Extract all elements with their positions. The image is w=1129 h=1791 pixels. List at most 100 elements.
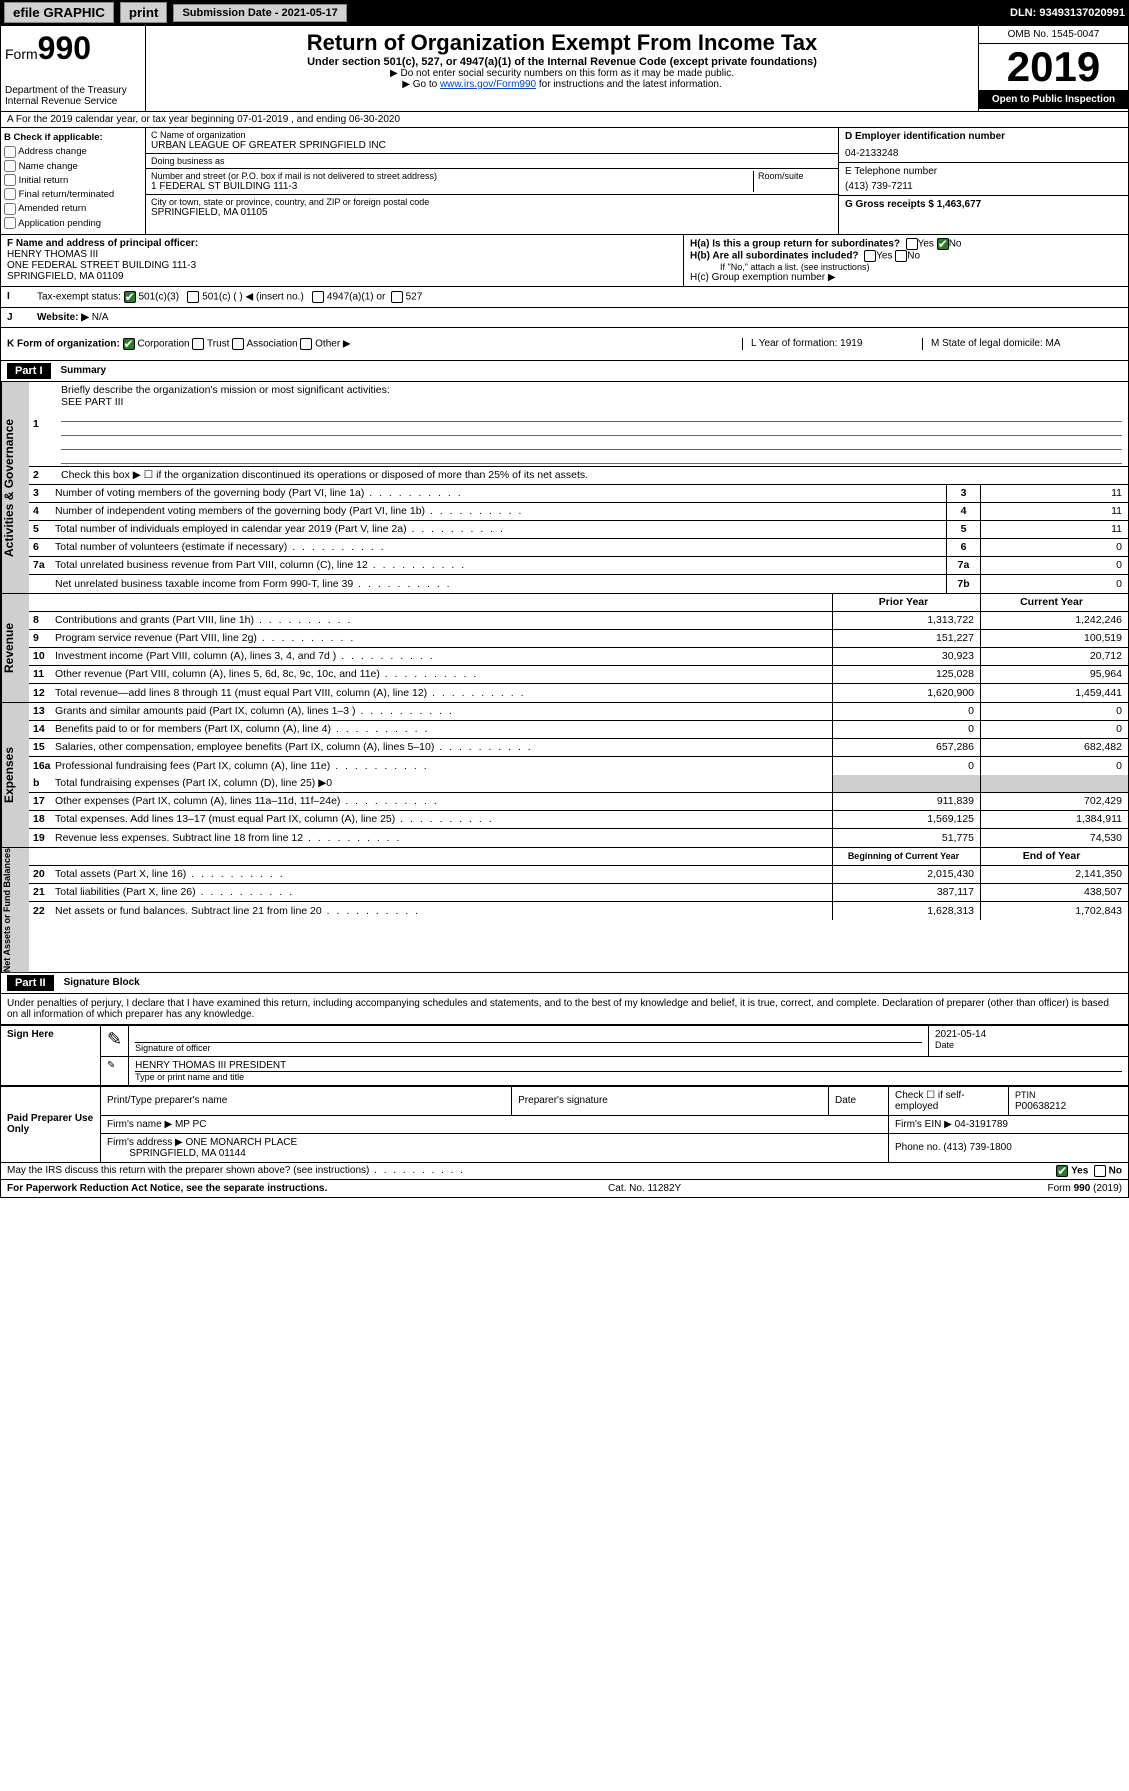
sidebar-ag: Activities & Governance	[1, 382, 29, 593]
l5: Total number of individuals employed in …	[55, 523, 946, 535]
expenses-section: Expenses 13Grants and similar amounts pa…	[0, 703, 1129, 848]
l3-val: 11	[980, 485, 1128, 502]
discuss-text: May the IRS discuss this return with the…	[7, 1165, 465, 1176]
row-j: J Website: ▶ N/A	[0, 308, 1129, 328]
i-501c[interactable]	[187, 291, 199, 303]
l1-desc: Briefly describe the organization's miss…	[61, 384, 390, 396]
pen-icon: ✎	[101, 1025, 129, 1056]
firm-name: MP PC	[175, 1119, 207, 1130]
part2-label: Part II	[7, 975, 54, 991]
table-row: 16aProfessional fundraising fees (Part I…	[29, 757, 1128, 775]
form-subtitle: Under section 501(c), 527, or 4947(a)(1)…	[150, 56, 974, 68]
table-row: 13Grants and similar amounts paid (Part …	[29, 703, 1128, 721]
sidebar-rev: Revenue	[1, 594, 29, 702]
check-initial-return[interactable]: Initial return	[4, 174, 142, 188]
row-k: K Form of organization: Corporation Trus…	[0, 328, 1129, 361]
paid-title: Paid Preparer Use Only	[1, 1086, 101, 1162]
row-a-tax-year: A For the 2019 calendar year, or tax yea…	[0, 112, 1129, 128]
check-application-pending[interactable]: Application pending	[4, 217, 142, 231]
sig-date: 2021-05-14	[935, 1029, 1122, 1040]
officer-addr2: SPRINGFIELD, MA 01109	[7, 271, 124, 282]
section-bcd: B Check if applicable: Address change Na…	[0, 128, 1129, 235]
k-corp[interactable]	[123, 338, 135, 350]
l7a-val: 0	[980, 557, 1128, 574]
perjury-text: Under penalties of perjury, I declare th…	[0, 994, 1129, 1025]
phone: (413) 739-7211	[845, 181, 1122, 192]
efile-graphic-button[interactable]: efile GRAPHIC	[4, 2, 114, 23]
i-527[interactable]	[391, 291, 403, 303]
h-c: H(c) Group exemption number ▶	[690, 272, 1122, 283]
firm-label: Firm's name ▶	[107, 1119, 172, 1130]
k-other[interactable]	[300, 338, 312, 350]
check-final-return[interactable]: Final return/terminated	[4, 188, 142, 202]
gross-receipts: G Gross receipts $ 1,463,677	[845, 199, 981, 210]
submission-date: Submission Date - 2021-05-17	[173, 4, 346, 22]
k-trust[interactable]	[192, 338, 204, 350]
l7a: Total unrelated business revenue from Pa…	[55, 559, 946, 571]
prep-sig-h: Preparer's signature	[512, 1086, 829, 1115]
check-address-change[interactable]: Address change	[4, 145, 142, 159]
table-row: 12Total revenue—add lines 8 through 11 (…	[29, 684, 1128, 702]
form-990-label: 990	[38, 30, 91, 66]
hdr-eoy: End of Year	[980, 848, 1128, 865]
firm-ein-label: Firm's EIN ▶	[895, 1119, 952, 1130]
discuss-row: May the IRS discuss this return with the…	[0, 1163, 1129, 1180]
footer-cat: Cat. No. 11282Y	[327, 1183, 962, 1194]
revenue-section: Revenue Prior YearCurrent Year 8Contribu…	[0, 594, 1129, 703]
discuss-no[interactable]	[1094, 1165, 1106, 1177]
firm-addr: ONE MONARCH PLACE	[186, 1137, 298, 1148]
i-501c3[interactable]	[124, 291, 136, 303]
table-row: 20Total assets (Part X, line 16)2,015,43…	[29, 866, 1128, 884]
table-row: 10Investment income (Part VIII, column (…	[29, 648, 1128, 666]
table-row: 9Program service revenue (Part VIII, lin…	[29, 630, 1128, 648]
k-assoc[interactable]	[232, 338, 244, 350]
i-4947[interactable]	[312, 291, 324, 303]
l2: Check this box ▶ ☐ if the organization d…	[55, 467, 1128, 483]
col-c-name: C Name of organization URBAN LEAGUE OF G…	[146, 128, 838, 234]
table-row: 14Benefits paid to or for members (Part …	[29, 721, 1128, 739]
hdr-boy: Beginning of Current Year	[832, 848, 980, 865]
firm-phone-label: Phone no.	[895, 1142, 941, 1153]
org-city: SPRINGFIELD, MA 01105	[151, 207, 833, 218]
hdr-current: Current Year	[980, 594, 1128, 611]
part1-header: Part I Summary	[0, 361, 1129, 382]
hb-yes[interactable]	[864, 250, 876, 262]
prep-name-h: Print/Type preparer's name	[101, 1086, 512, 1115]
form-prefix: Form	[5, 46, 38, 62]
omb-number: OMB No. 1545-0047	[979, 26, 1128, 44]
sig-label: Signature of officer	[135, 1043, 922, 1053]
l6-val: 0	[980, 539, 1128, 556]
check-amended[interactable]: Amended return	[4, 202, 142, 216]
l3: Number of voting members of the governin…	[55, 487, 946, 499]
discuss-yes[interactable]	[1056, 1165, 1068, 1177]
col-d-ein: D Employer identification number 04-2133…	[838, 128, 1128, 234]
l4-val: 11	[980, 503, 1128, 520]
website-label: Website: ▶	[37, 312, 89, 323]
check-name-change[interactable]: Name change	[4, 160, 142, 174]
part1-title: Summary	[51, 365, 107, 376]
h-a: H(a) Is this a group return for subordin…	[690, 238, 1122, 250]
irs-link[interactable]: www.irs.gov/Form990	[440, 79, 536, 90]
sign-here-table: Sign Here ✎ Signature of officer 2021-05…	[0, 1025, 1129, 1086]
pen-icon-2: ✎	[101, 1056, 129, 1085]
officer-label: F Name and address of principal officer:	[7, 238, 198, 249]
l16b: Total fundraising expenses (Part IX, col…	[55, 777, 832, 789]
org-address: 1 FEDERAL ST BUILDING 111-3	[151, 181, 753, 192]
footer: For Paperwork Reduction Act Notice, see …	[0, 1180, 1129, 1198]
room-label: Room/suite	[753, 171, 833, 192]
hb-no[interactable]	[895, 250, 907, 262]
part2-title: Signature Block	[54, 977, 140, 988]
goto-pre: ▶ Go to	[402, 79, 440, 90]
ptin: P00638212	[1015, 1101, 1066, 1112]
firm-addr2: SPRINGFIELD, MA 01144	[129, 1148, 246, 1159]
print-button[interactable]: print	[120, 2, 168, 23]
officer-addr1: ONE FEDERAL STREET BUILDING 111-3	[7, 260, 196, 271]
part2-header: Part II Signature Block	[0, 973, 1129, 994]
ha-yes[interactable]	[906, 238, 918, 250]
officer-name: HENRY THOMAS III	[7, 249, 98, 260]
form-title: Return of Organization Exempt From Incom…	[150, 30, 974, 56]
open-to-public: Open to Public Inspection	[979, 90, 1128, 109]
l5-val: 11	[980, 521, 1128, 538]
c-label: C Name of organization	[151, 130, 833, 140]
ha-no[interactable]	[937, 238, 949, 250]
